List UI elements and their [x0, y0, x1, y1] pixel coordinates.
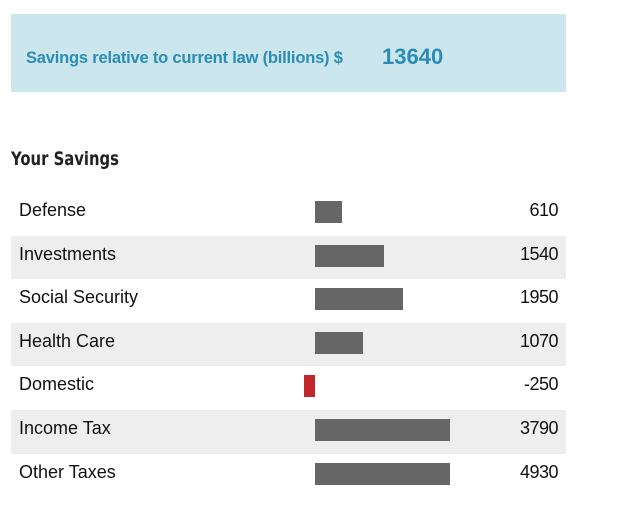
category-label: Social Security [19, 287, 139, 308]
bar-health-care [315, 331, 364, 354]
chart-row: Domestic -250 [11, 366, 566, 410]
bar-social-security [315, 288, 403, 311]
value-label: 610 [529, 200, 558, 220]
chart-row: Social Security 1950 [11, 279, 566, 323]
chart-row: Health Care 1070 [11, 322, 566, 367]
category-label: Investments [19, 243, 117, 264]
chart-row: Income Tax 3790 [11, 409, 566, 454]
value-label: 1950 [519, 287, 559, 308]
value-label: -250 [523, 374, 559, 395]
value-label: 1070 [519, 330, 559, 351]
bar-other-taxes [315, 462, 450, 485]
bar-investments [315, 244, 385, 267]
bar-domestic [303, 375, 315, 398]
category-label: Other Taxes [19, 461, 116, 482]
value-label: 4930 [519, 461, 559, 482]
category-label: Health Care [19, 330, 116, 351]
chart-row: Defense 610 [11, 192, 566, 236]
category-label: Income Tax [19, 417, 111, 438]
savings-label: Savings relative to current law (billion… [26, 49, 343, 67]
chart-row: Other Taxes 4930 [11, 454, 566, 498]
category-label: Defense [19, 200, 87, 220]
value-label: 1540 [519, 243, 559, 264]
bar-income-tax [315, 418, 450, 441]
chart-row: Investments 1540 [11, 235, 566, 280]
bar-defense [315, 201, 343, 223]
savings-chart: Defense 610 Investments 1540 Social Security… [11, 192, 566, 497]
category-label: Domestic [19, 374, 95, 395]
savings-total: 13640 [382, 44, 444, 69]
section-title: Your Savings [11, 148, 119, 170]
value-label: 3790 [519, 417, 559, 438]
savings-banner: Savings relative to current law (billion… [11, 14, 566, 92]
